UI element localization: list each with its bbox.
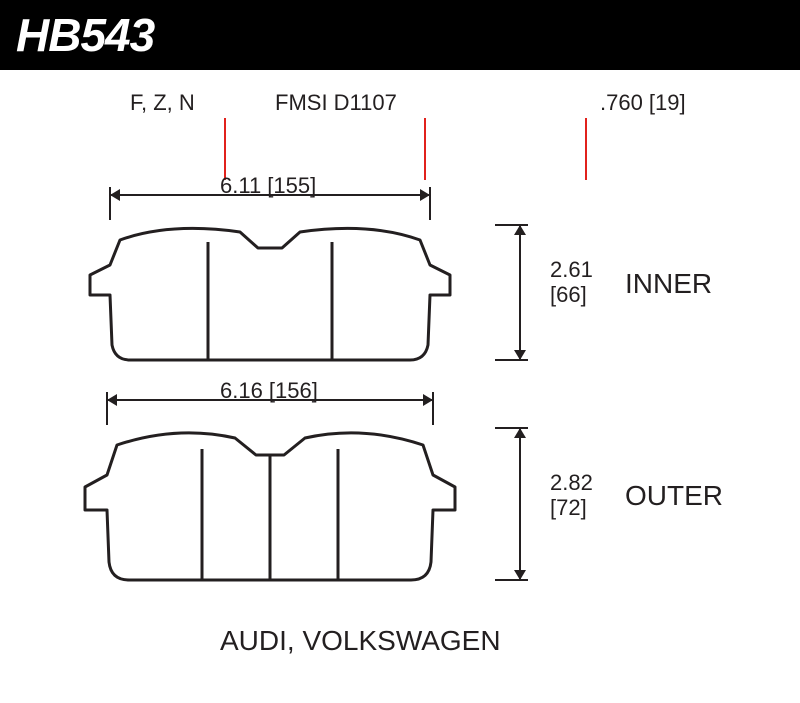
compounds-label: F, Z, N [130,90,195,116]
diagram-svg [0,70,800,703]
outer-width-label: 6.16 [156] [220,378,318,404]
part-number: HB543 [16,8,154,62]
inner-side-label: INNER [625,268,712,300]
outer-side-label: OUTER [625,480,723,512]
bottom-vehicle-label: AUDI, VOLKSWAGEN [220,625,501,657]
inner-height-in: 2.61 [550,257,593,283]
outer-height-mm: [72] [550,495,587,521]
inner-height-mm: [66] [550,282,587,308]
outer-height-in: 2.82 [550,470,593,496]
header-bar: HB543 [0,0,800,70]
inner-width-label: 6.11 [155] [220,173,316,199]
thickness-label: .760 [19] [600,90,686,116]
diagram-body: F, Z, N FMSI D1107 .760 [19] 6.11 [155] … [0,70,800,703]
fmsi-label: FMSI D1107 [275,90,397,116]
